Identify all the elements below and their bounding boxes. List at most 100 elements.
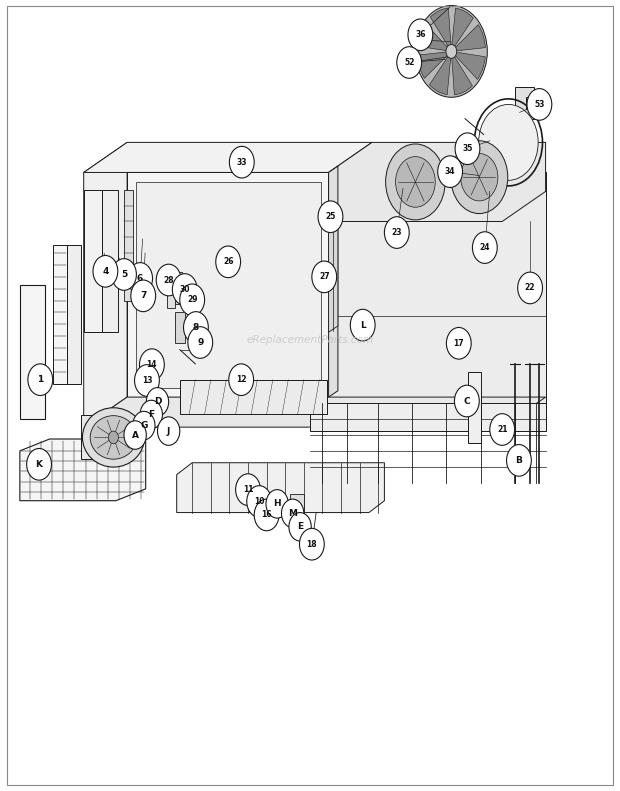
Text: 13: 13 <box>142 376 152 385</box>
Circle shape <box>397 47 422 78</box>
Circle shape <box>455 133 480 165</box>
Circle shape <box>229 364 254 396</box>
Text: 52: 52 <box>404 58 414 67</box>
Text: 34: 34 <box>445 167 455 176</box>
Circle shape <box>133 411 155 440</box>
Text: 24: 24 <box>480 243 490 252</box>
Text: J: J <box>167 426 170 436</box>
Circle shape <box>140 349 164 380</box>
Circle shape <box>472 232 497 263</box>
Wedge shape <box>417 51 451 78</box>
Circle shape <box>281 499 304 528</box>
Circle shape <box>289 513 311 541</box>
Circle shape <box>254 499 279 531</box>
Text: B: B <box>515 456 523 465</box>
Polygon shape <box>468 372 481 443</box>
Polygon shape <box>81 415 102 459</box>
Circle shape <box>216 246 241 278</box>
Text: 33: 33 <box>237 157 247 167</box>
Text: M: M <box>288 509 297 518</box>
Circle shape <box>108 431 118 444</box>
Text: 14: 14 <box>147 360 157 369</box>
Text: 28: 28 <box>163 275 174 285</box>
Polygon shape <box>329 142 546 221</box>
Polygon shape <box>127 172 329 397</box>
Circle shape <box>140 400 162 429</box>
Text: 8: 8 <box>193 323 199 332</box>
Text: 1: 1 <box>37 375 43 384</box>
Text: 53: 53 <box>534 100 544 109</box>
Text: G: G <box>140 421 148 430</box>
Text: 11: 11 <box>243 485 253 494</box>
Polygon shape <box>175 312 185 343</box>
Polygon shape <box>329 172 546 427</box>
Circle shape <box>507 445 531 476</box>
Polygon shape <box>310 403 546 431</box>
Text: 30: 30 <box>180 285 190 294</box>
Wedge shape <box>451 25 485 51</box>
Text: 9: 9 <box>197 338 203 347</box>
Wedge shape <box>451 51 485 79</box>
Circle shape <box>312 261 337 293</box>
Circle shape <box>446 327 471 359</box>
Circle shape <box>518 272 542 304</box>
Text: H: H <box>273 499 281 509</box>
Polygon shape <box>20 285 45 419</box>
Circle shape <box>247 486 272 517</box>
Polygon shape <box>136 182 321 388</box>
Polygon shape <box>290 494 304 514</box>
Circle shape <box>124 421 146 449</box>
Circle shape <box>479 104 538 180</box>
Polygon shape <box>124 190 133 301</box>
Text: eReplacementParts.com: eReplacementParts.com <box>246 335 374 345</box>
Circle shape <box>112 259 136 290</box>
Wedge shape <box>451 8 473 51</box>
Text: 36: 36 <box>415 30 425 40</box>
Polygon shape <box>84 190 102 332</box>
Text: 7: 7 <box>140 291 146 301</box>
Text: 12: 12 <box>236 375 246 384</box>
Text: 23: 23 <box>392 228 402 237</box>
Circle shape <box>396 157 435 207</box>
Circle shape <box>172 274 197 305</box>
Circle shape <box>451 141 508 214</box>
Polygon shape <box>526 97 539 109</box>
Circle shape <box>408 19 433 51</box>
Polygon shape <box>167 277 175 308</box>
Text: 4: 4 <box>102 267 108 276</box>
Ellipse shape <box>82 408 144 467</box>
Circle shape <box>454 385 479 417</box>
Circle shape <box>490 414 515 445</box>
Circle shape <box>461 153 498 201</box>
Circle shape <box>446 44 457 59</box>
Polygon shape <box>84 142 127 427</box>
Text: 35: 35 <box>463 144 472 153</box>
Text: 25: 25 <box>326 212 335 221</box>
Circle shape <box>157 417 180 445</box>
Text: 5: 5 <box>121 270 127 279</box>
Circle shape <box>350 309 375 341</box>
Polygon shape <box>53 245 67 384</box>
Wedge shape <box>451 51 472 95</box>
Circle shape <box>266 490 288 518</box>
Wedge shape <box>430 8 451 51</box>
Polygon shape <box>180 380 327 414</box>
Text: 6: 6 <box>137 274 143 283</box>
Circle shape <box>146 388 169 416</box>
Polygon shape <box>84 142 372 172</box>
Circle shape <box>229 146 254 178</box>
Text: D: D <box>154 397 161 407</box>
Circle shape <box>135 365 159 396</box>
Text: C: C <box>464 396 470 406</box>
Circle shape <box>415 6 487 97</box>
Polygon shape <box>175 272 182 304</box>
Circle shape <box>318 201 343 233</box>
Circle shape <box>28 364 53 396</box>
Polygon shape <box>20 439 146 501</box>
Circle shape <box>180 284 205 316</box>
Text: F: F <box>148 410 154 419</box>
Circle shape <box>188 327 213 358</box>
Circle shape <box>236 474 260 505</box>
Circle shape <box>384 217 409 248</box>
Circle shape <box>299 528 324 560</box>
